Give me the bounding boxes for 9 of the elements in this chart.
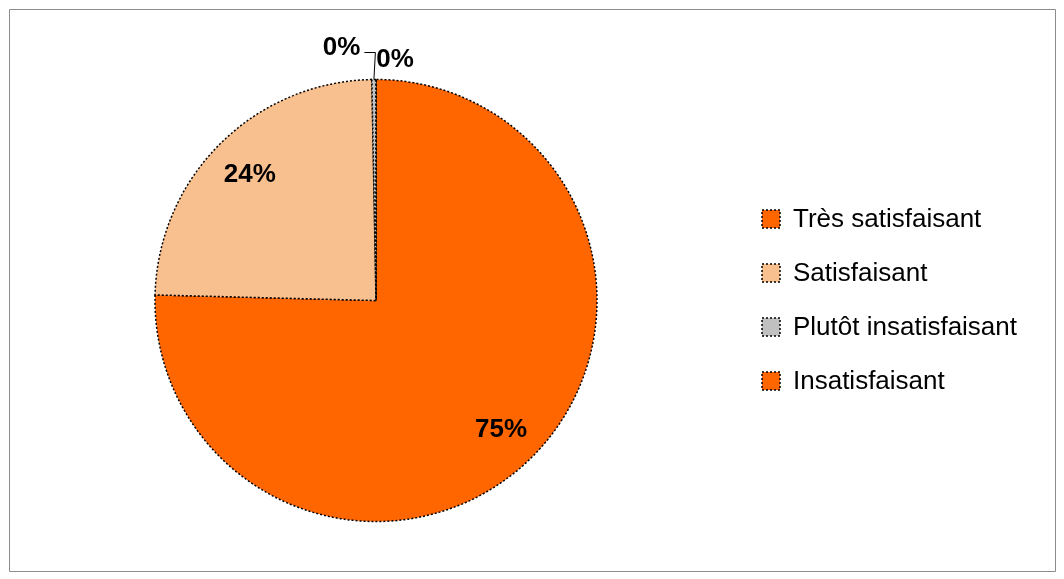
legend-label: Satisfaisant <box>793 257 929 287</box>
data-label: 0% <box>322 30 361 61</box>
data-label: 75% <box>474 412 527 443</box>
data-label: 24% <box>223 157 276 188</box>
legend-label: Plutôt insatisfaisant <box>793 311 1018 341</box>
pie-slice <box>154 78 598 522</box>
legend-label: Très satisfaisant <box>793 203 983 233</box>
legend-label: Insatisfaisant <box>793 365 946 395</box>
text: 0% <box>376 42 414 73</box>
